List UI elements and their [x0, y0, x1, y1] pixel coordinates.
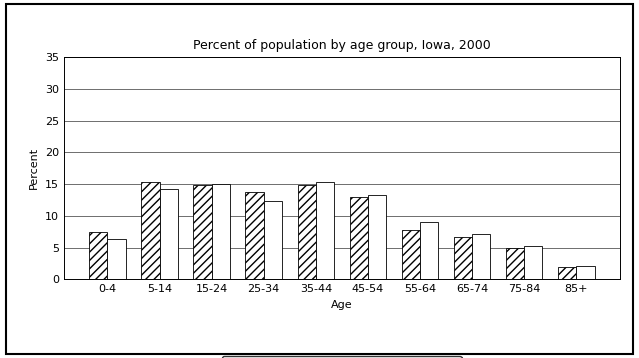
Bar: [316, 182, 334, 279]
Bar: [107, 239, 126, 279]
X-axis label: Age: Age: [331, 300, 353, 310]
Bar: [506, 247, 524, 279]
Bar: [298, 185, 316, 279]
Bar: [89, 232, 107, 279]
Bar: [350, 197, 368, 279]
Bar: [212, 184, 230, 279]
Bar: [420, 222, 438, 279]
Bar: [160, 189, 178, 279]
Bar: [472, 233, 490, 279]
Bar: [141, 182, 160, 279]
Title: Percent of population by age group, Iowa, 2000: Percent of population by age group, Iowa…: [193, 39, 491, 52]
Y-axis label: Percent: Percent: [29, 147, 40, 189]
Legend: Woodbury County, State of Iowa: Woodbury County, State of Iowa: [222, 356, 462, 358]
Bar: [368, 195, 386, 279]
Bar: [558, 267, 576, 279]
Bar: [576, 266, 594, 279]
Bar: [245, 192, 264, 279]
Bar: [524, 246, 543, 279]
Bar: [402, 230, 420, 279]
Bar: [264, 200, 282, 279]
Bar: [454, 237, 472, 279]
Bar: [194, 185, 212, 279]
